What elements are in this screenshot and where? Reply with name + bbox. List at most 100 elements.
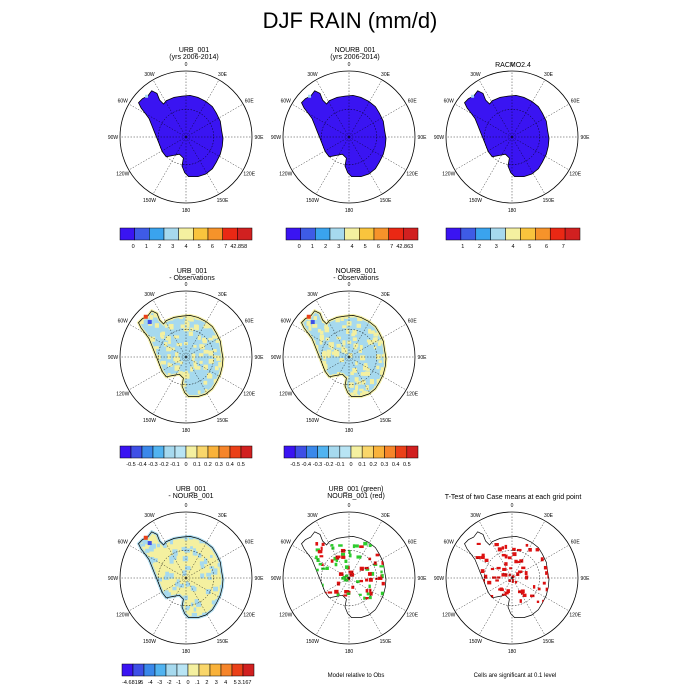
diff-cell <box>141 348 146 353</box>
diff-cell <box>223 544 226 549</box>
sig-cell <box>354 544 359 548</box>
diff-cell <box>377 312 380 318</box>
colorbar-swatch <box>339 445 352 459</box>
sig-cell <box>368 595 372 600</box>
diff-cell <box>176 343 182 347</box>
polar-map-1: 0 30E 60E 90E 120E 150E 180 150W 120W 90W 60W 30W <box>271 62 427 214</box>
diff-cell <box>194 550 198 556</box>
diff-cell <box>206 572 212 577</box>
diff-cell <box>173 551 178 556</box>
sig-cell <box>514 559 518 564</box>
diff-cell <box>140 543 146 547</box>
peninsula-cell <box>471 94 475 98</box>
diff-cell <box>224 392 229 395</box>
sig-cell <box>352 544 355 549</box>
sig-cell <box>514 580 518 584</box>
diff-cell <box>142 392 146 397</box>
sig-cell <box>554 584 556 586</box>
diff-cell <box>331 380 335 384</box>
longitude-label: 90E <box>418 355 428 361</box>
colorbar-tick-label: 0.2 <box>370 462 378 468</box>
diff-cell <box>385 339 386 344</box>
diff-cell <box>216 313 221 318</box>
diff-cell <box>313 316 317 320</box>
sig-cell <box>551 594 554 597</box>
colorbar-swatch <box>373 227 389 241</box>
diff-cell <box>351 333 356 337</box>
longitude-label: 120W <box>116 613 129 619</box>
longitude-label: 60W <box>281 540 292 546</box>
colorbar-swatch <box>119 445 132 459</box>
diff-cell <box>202 561 208 565</box>
diff-cell <box>359 388 364 392</box>
longitude-label: 90W <box>271 135 282 141</box>
meridian-line <box>478 520 513 579</box>
diff-cell <box>165 393 171 397</box>
sig-cell <box>516 572 520 576</box>
sig-cell <box>511 575 515 579</box>
diff-cell <box>167 592 171 597</box>
diff-cell <box>216 326 221 331</box>
sig-cell <box>315 542 319 546</box>
diff-cell <box>360 355 366 361</box>
diff-cell <box>373 332 379 337</box>
sig-cell <box>501 593 507 597</box>
longitude-label: 30W <box>307 513 318 519</box>
diff-cell <box>378 360 382 363</box>
colorbar-tick-label: 6 <box>211 244 214 250</box>
sig-cell <box>550 542 555 546</box>
colorbar-swatch <box>134 227 150 241</box>
diff-cell <box>346 328 350 334</box>
diff-cell <box>307 365 313 370</box>
colorbar-tick-label: 4 <box>511 244 514 250</box>
diff-cell <box>321 351 327 357</box>
diff-cell <box>190 366 193 371</box>
longitude-label: 150W <box>306 418 319 424</box>
longitude-label: 60E <box>408 319 418 325</box>
sig-cell <box>497 547 502 552</box>
longitude-label: 30E <box>218 292 228 298</box>
coastline <box>138 531 224 618</box>
longitude-label: 0 <box>511 503 514 509</box>
longitude-label: 30E <box>218 513 228 519</box>
diff-cell <box>373 311 379 317</box>
diff-cell <box>376 365 380 370</box>
meridian-line <box>315 299 350 358</box>
diff-cell <box>379 385 383 391</box>
longitude-label: 60E <box>571 540 581 546</box>
colorbar-tick-label: 4 <box>350 244 353 250</box>
colorbar-tick-label: 42.858 <box>230 244 247 250</box>
diff-cell <box>165 571 170 577</box>
sig-cell <box>377 576 383 580</box>
sig-cell <box>356 580 360 584</box>
sig-cell <box>344 565 349 570</box>
peninsula-cell <box>145 94 149 98</box>
polar-map-4: 0 30E 60E 90E 120E 150E 180 150W 120W 90W 60W 30W <box>271 282 427 434</box>
longitude-label: 90W <box>271 576 282 582</box>
meridian-line <box>348 356 383 415</box>
sig-cell <box>325 566 329 570</box>
colorbar-swatch <box>130 445 143 459</box>
sig-cell <box>476 542 481 545</box>
diff-cell <box>174 365 180 371</box>
diff-cell <box>146 375 151 381</box>
diff-cell <box>167 354 171 360</box>
longitude-label: 150E <box>380 198 392 204</box>
panel-title-racmo: RACMO2.4 <box>495 62 531 69</box>
diff-cell <box>142 539 148 545</box>
meridian-line <box>348 356 407 391</box>
colorbar-tick-label: -0.2 <box>159 462 168 468</box>
colorbar-swatch <box>384 445 396 459</box>
diff-cell <box>144 580 150 584</box>
diff-cell <box>353 390 358 395</box>
colorbar-tick-label: 0.4 <box>226 462 234 468</box>
diff-cell <box>336 384 342 391</box>
colorbar-tick-label: 0 <box>349 462 352 468</box>
diff-cell <box>162 378 169 382</box>
sig-cell <box>359 566 364 571</box>
sig-cell <box>373 561 377 565</box>
sig-cell <box>554 580 558 582</box>
sig-cell <box>537 587 541 591</box>
antarctica-rain-field <box>464 90 550 177</box>
meridian-line <box>185 544 244 579</box>
